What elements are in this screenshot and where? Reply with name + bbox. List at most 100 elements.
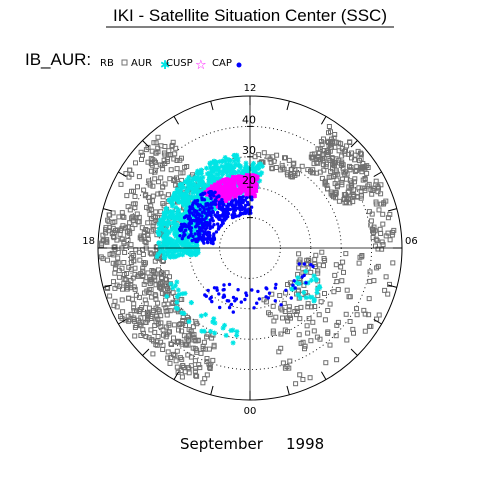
point-rb: [132, 194, 138, 199]
point-rb: [179, 328, 185, 334]
point-rb: [364, 170, 370, 176]
point-cap: [279, 303, 283, 307]
point-rb: [196, 362, 202, 368]
point-aur: [158, 226, 164, 232]
point-rb: [164, 331, 170, 337]
point-aur: [182, 290, 188, 296]
point-cap: [210, 299, 214, 304]
point-aur: [303, 268, 309, 274]
point-rb: [268, 159, 274, 165]
point-rb: [273, 314, 279, 320]
point-rb: [352, 179, 357, 185]
point-aur: [240, 171, 246, 177]
point-rb: [165, 349, 171, 355]
point-aur: [250, 163, 256, 169]
hour-tick-3: [350, 348, 358, 356]
point-cap: [200, 237, 205, 242]
point-rb: [318, 299, 324, 305]
point-rb: [118, 181, 124, 187]
point-aur: [170, 251, 176, 257]
point-cap: [191, 234, 195, 239]
point-cap: [195, 212, 199, 217]
point-rb: [342, 200, 348, 206]
point-aur: [164, 240, 170, 246]
point-rb: [210, 357, 216, 363]
point-rb: [135, 184, 140, 190]
point-aur: [230, 327, 236, 333]
point-aur: [179, 185, 185, 191]
point-aur: [188, 208, 194, 214]
point-rb: [369, 191, 375, 197]
point-rb: [118, 228, 124, 234]
point-aur: [177, 211, 183, 217]
point-cusp: [217, 181, 222, 186]
hour-tick-8: [373, 171, 382, 177]
point-cap: [242, 210, 247, 215]
point-aur: [255, 163, 261, 169]
point-rb: [355, 148, 361, 154]
point-rb: [286, 307, 292, 313]
hour-tick-17: [103, 208, 113, 212]
point-rb: [327, 148, 333, 154]
point-rb: [308, 338, 314, 344]
point-rb: [141, 281, 147, 287]
point-rb: [147, 250, 153, 256]
point-rb: [310, 154, 316, 160]
point-cap: [216, 222, 220, 226]
point-rb: [139, 157, 144, 162]
point-aur: [258, 161, 264, 167]
point-aur: [170, 202, 176, 208]
point-rb: [344, 337, 350, 343]
point-rb: [148, 316, 154, 321]
point-rb: [197, 365, 203, 371]
axis-labels: 12 18 06 00 40 30 20: [82, 83, 417, 417]
point-rb: [343, 251, 349, 257]
point-aur: [174, 193, 180, 199]
point-rb: [146, 178, 152, 184]
point-aur: [199, 188, 205, 194]
point-rb: [349, 183, 355, 189]
point-rb: [138, 233, 144, 239]
point-rb: [379, 239, 385, 245]
point-cusp: [213, 185, 218, 191]
point-cap: [237, 199, 241, 203]
point-aur: [168, 281, 174, 287]
point-rb: [177, 322, 183, 327]
point-rb: [138, 315, 144, 321]
point-aur: [219, 172, 225, 178]
point-rb: [160, 184, 166, 190]
point-aur: [174, 209, 180, 215]
point-rb: [367, 269, 373, 275]
point-cap: [210, 237, 215, 241]
point-rb: [164, 159, 170, 164]
point-cap: [213, 190, 217, 194]
point-aur: [161, 213, 167, 219]
point-aur: [187, 181, 193, 187]
point-rb: [297, 316, 303, 322]
point-cap: [190, 218, 195, 223]
point-rb: [132, 325, 138, 330]
point-aur: [169, 212, 175, 218]
point-rb: [358, 156, 364, 162]
point-aur: [224, 161, 230, 167]
point-rb: [322, 291, 327, 296]
point-aur: [193, 252, 199, 258]
point-aur: [187, 247, 193, 253]
point-rb: [205, 331, 211, 337]
point-cusp: [239, 175, 244, 180]
point-rb: [327, 342, 333, 348]
point-rb: [131, 258, 137, 264]
point-rb: [282, 365, 288, 371]
point-rb: [177, 157, 183, 163]
point-rb: [149, 251, 154, 257]
point-aur: [189, 212, 195, 218]
point-aur: [156, 221, 162, 227]
point-rb: [370, 226, 376, 232]
point-aur: [172, 230, 178, 236]
point-rb: [178, 321, 184, 327]
point-rb: [129, 251, 135, 256]
point-rb: [195, 337, 201, 343]
point-aur: [185, 210, 191, 216]
point-rb: [366, 209, 372, 215]
point-cap: [236, 288, 240, 292]
